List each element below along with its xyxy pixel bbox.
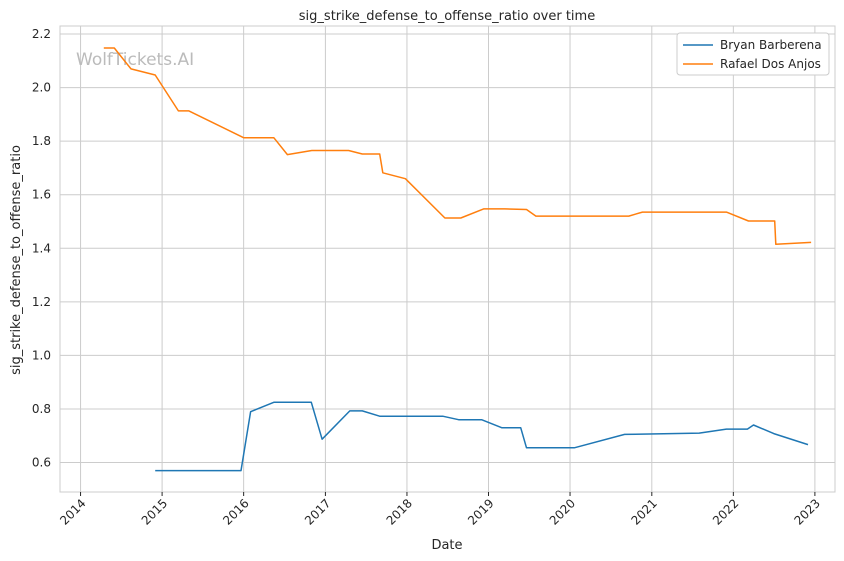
series-line-rafael-dos-anjos xyxy=(103,47,812,246)
watermark: WolfTickets.AI xyxy=(76,50,194,70)
x-tick-label: 2014 xyxy=(57,496,88,527)
x-tick-label: 2016 xyxy=(220,496,251,527)
x-tick-label: 2018 xyxy=(384,496,415,527)
y-tick-label: 2.0 xyxy=(32,81,51,95)
series-lines xyxy=(103,47,812,472)
y-tick-label: 1.0 xyxy=(32,348,51,362)
y-tick-label: 1.4 xyxy=(32,241,51,255)
legend-label-bryan-barberena: Bryan Barberena xyxy=(720,38,822,52)
plot-area xyxy=(59,25,836,493)
y-tick-label: 1.2 xyxy=(32,295,51,309)
x-axis-ticks: 2014 2015 2016 2017 2018 2019 2020 2021 2022 2023 xyxy=(57,492,823,528)
series-line-bryan-barberena xyxy=(155,401,809,472)
x-tick-label: 2022 xyxy=(710,496,741,527)
legend-label-rafael-dos-anjos: Rafael Dos Anjos xyxy=(720,57,821,71)
y-tick-label: 0.8 xyxy=(32,402,51,416)
x-tick-label: 2019 xyxy=(465,496,496,527)
x-tick-label: 2020 xyxy=(547,496,578,527)
y-tick-label: 2.2 xyxy=(32,27,51,41)
y-axis-title: sig_strike_defense_to_offense_ratio xyxy=(9,145,24,375)
y-tick-label: 0.6 xyxy=(32,456,51,470)
legend: Bryan Barberena Rafael Dos Anjos xyxy=(676,32,830,76)
y-tick-label: 1.8 xyxy=(32,134,51,148)
legend-box xyxy=(676,32,830,76)
grid xyxy=(60,26,835,492)
x-tick-label: 2015 xyxy=(139,496,170,527)
y-tick-label: 1.6 xyxy=(32,188,51,202)
x-tick-label: 2017 xyxy=(302,496,333,527)
x-axis-title: Date xyxy=(431,538,462,553)
x-tick-label: 2023 xyxy=(792,496,823,527)
x-tick-label: 2021 xyxy=(628,496,659,527)
y-axis-ticks: 0.6 0.8 1.0 1.2 1.4 1.6 1.8 2.0 2.2 xyxy=(32,27,51,470)
chart-title: sig_strike_defense_to_offense_ratio over… xyxy=(299,9,595,24)
